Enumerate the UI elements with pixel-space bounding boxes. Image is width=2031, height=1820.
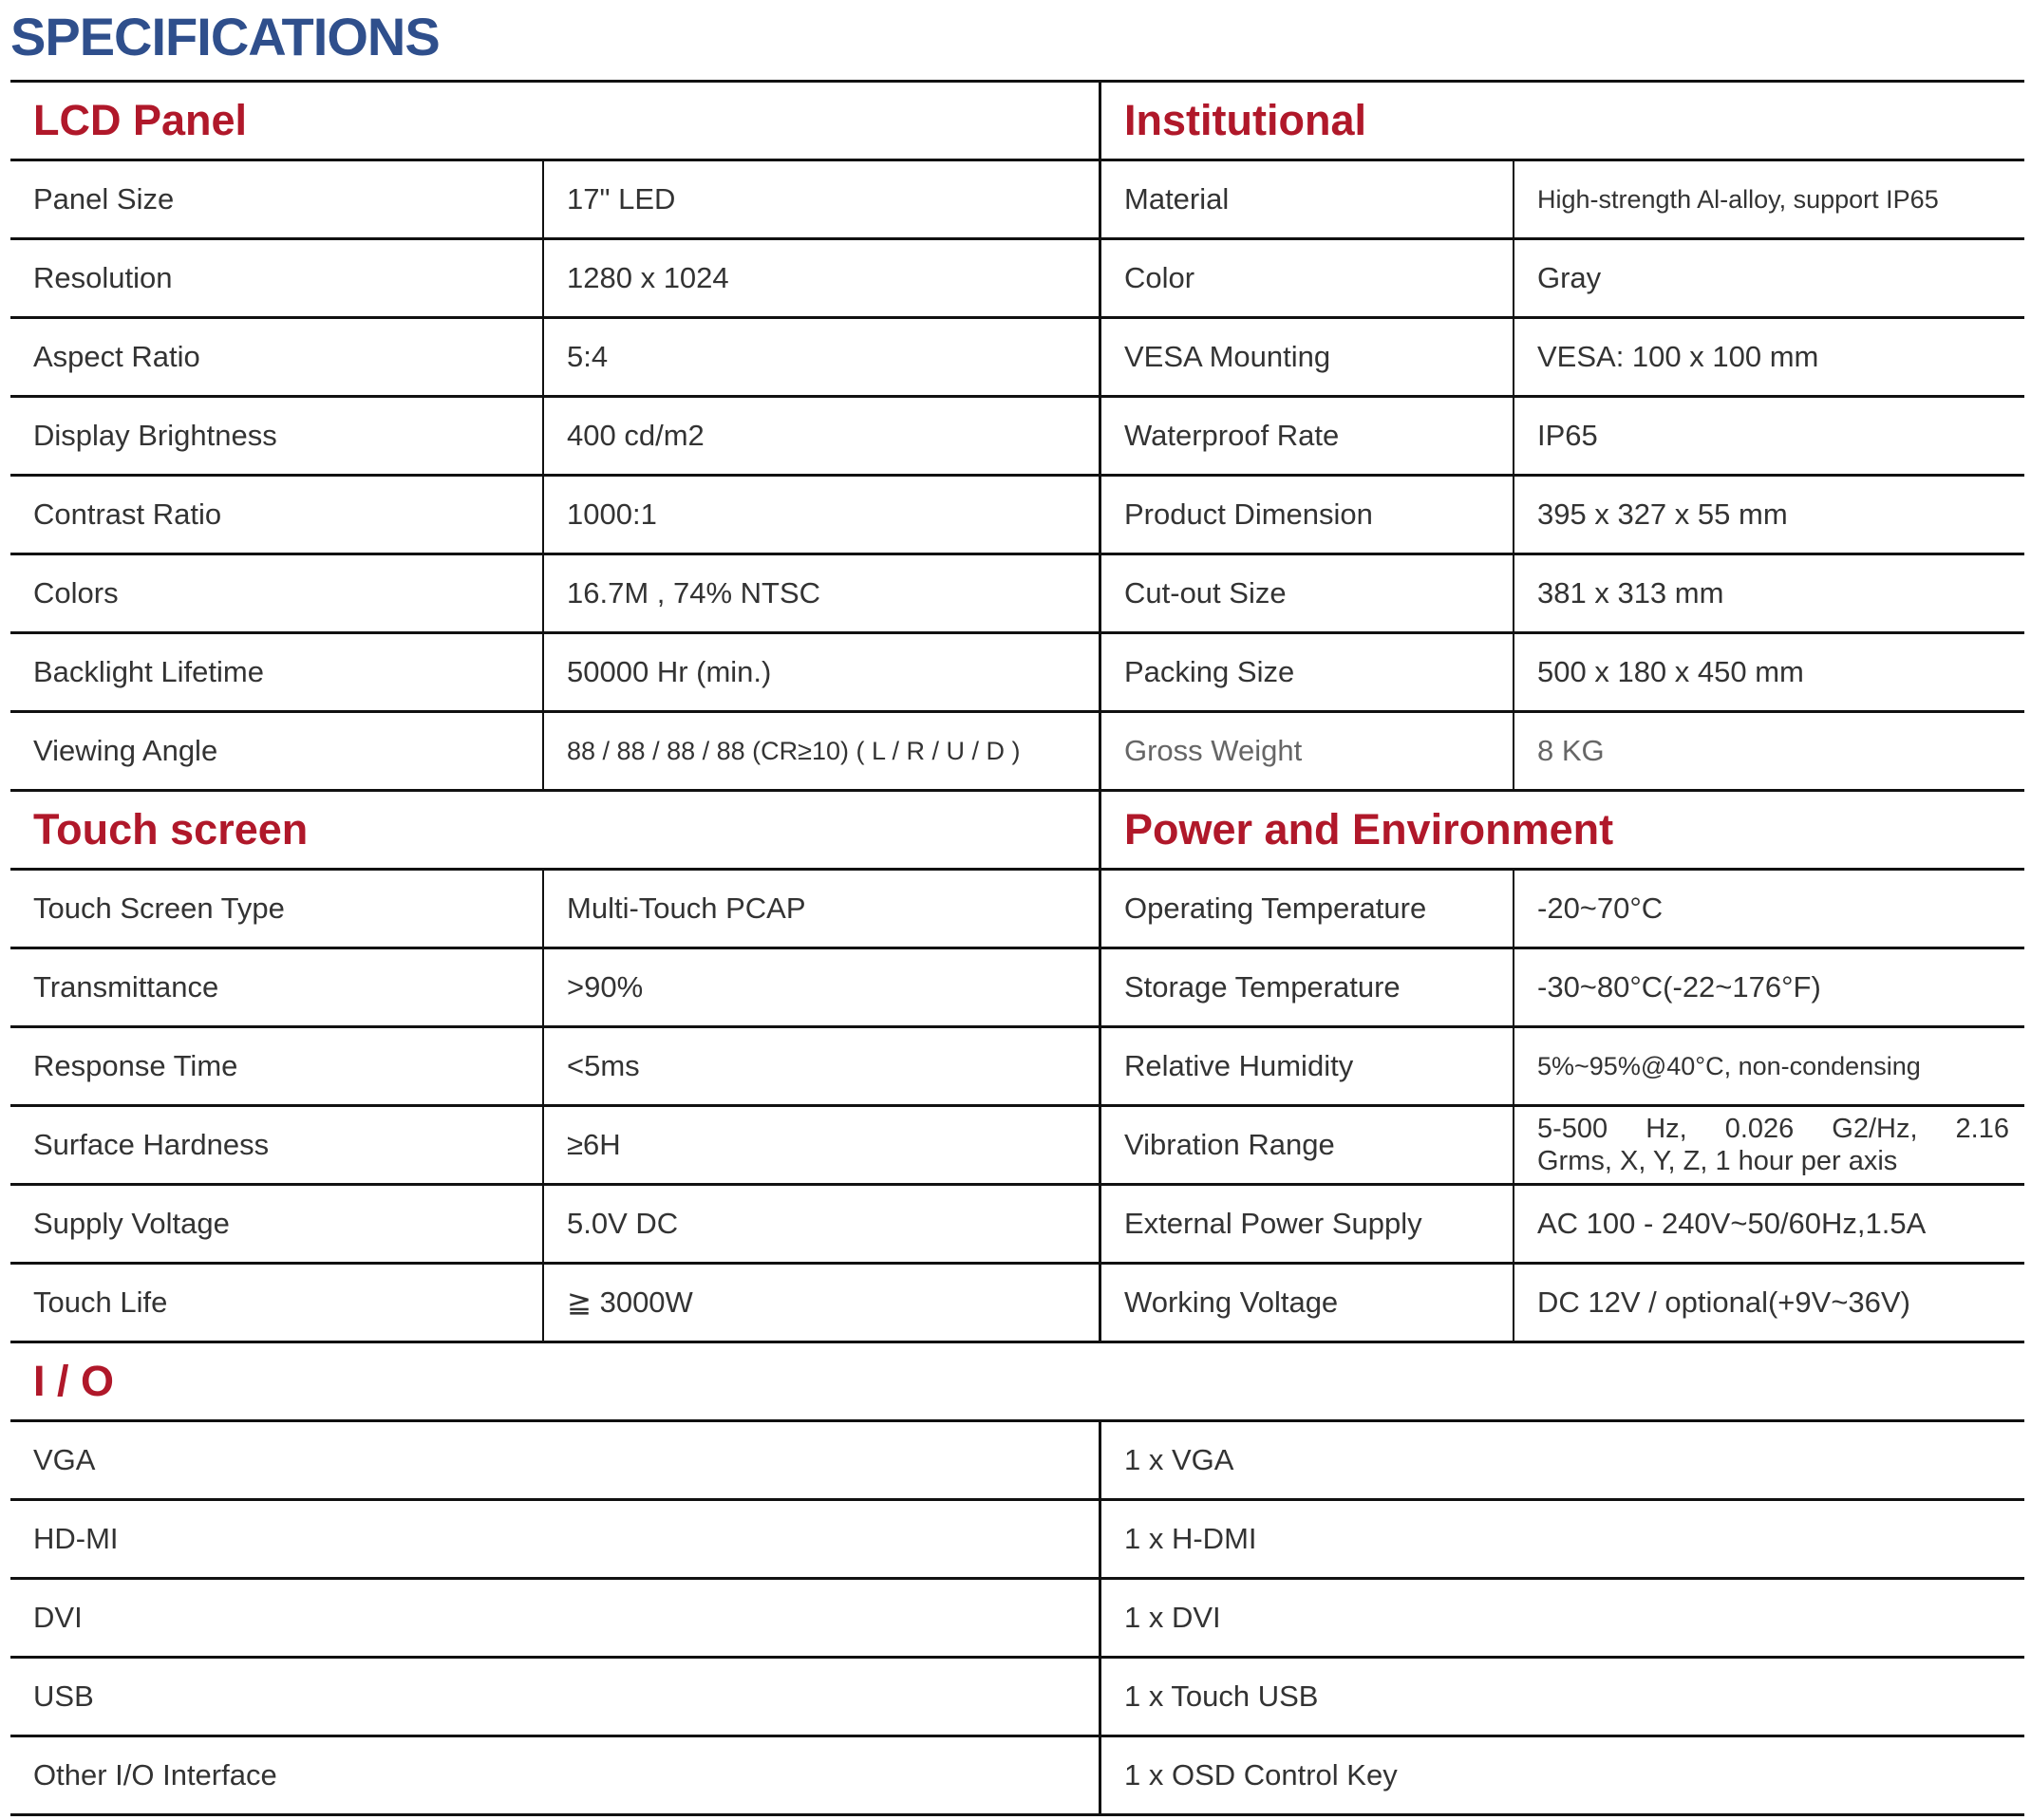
section-heading-io: I / O <box>33 1357 115 1405</box>
spec-label: Viewing Angle <box>10 713 544 789</box>
section-header-row: I / O <box>10 1343 2024 1422</box>
spec-label: External Power Supply <box>1101 1186 1514 1262</box>
spec-value: <5ms <box>544 1028 1101 1104</box>
spec-table: LCD Panel Institutional Panel Size 17" LED M… <box>10 80 2024 1816</box>
spec-label: Gross Weight <box>1101 713 1514 789</box>
table-row: Backlight Lifetime 50000 Hr (min.) Packing… <box>10 634 2024 713</box>
spec-value: ≥6H <box>544 1107 1101 1183</box>
spec-label: Supply Voltage <box>10 1186 544 1262</box>
io-port-label: USB <box>10 1659 1101 1735</box>
spec-label: Operating Temperature <box>1101 871 1514 947</box>
spec-value: 1280 x 1024 <box>544 240 1101 316</box>
spec-label: Packing Size <box>1101 634 1514 710</box>
section-header-row: LCD Panel Institutional <box>10 83 2024 161</box>
spec-value: 500 x 180 x 450 mm <box>1537 655 1804 688</box>
table-row: Colors 16.7M , 74% NTSC Cut-out Size 381 x … <box>10 555 2024 634</box>
io-port-label: DVI <box>10 1580 1101 1656</box>
spec-value-line: Grms, X, Y, Z, 1 hour per axis <box>1537 1146 1898 1176</box>
table-row: Viewing Angle 88 / 88 / 88 / 88 (CR≥10) (… <box>10 713 2024 792</box>
spec-label: Aspect Ratio <box>10 319 544 395</box>
spec-value: VESA: 100 x 100 mm <box>1537 340 1819 373</box>
io-port-label: HD-MI <box>10 1501 1101 1577</box>
spec-value: 8 KG <box>1537 734 1605 767</box>
table-row: USB 1 x Touch USB <box>10 1659 2024 1737</box>
section-heading-power: Power and Environment <box>1124 805 1614 854</box>
table-row: Touch Life ≧ 3000W Working Voltage DC 12V /… <box>10 1265 2024 1343</box>
spec-value: DC 12V / optional(+9V~36V) <box>1537 1285 1910 1319</box>
spec-label: Color <box>1101 240 1514 316</box>
io-port-label: Other I/O Interface <box>10 1737 1101 1813</box>
spec-label: Resolution <box>10 240 544 316</box>
io-port-label: VGA <box>10 1422 1101 1498</box>
spec-value: 395 x 327 x 55 mm <box>1537 497 1788 531</box>
spec-label: Contrast Ratio <box>10 477 544 553</box>
table-row: Touch Screen Type Multi-Touch PCAP Operati… <box>10 871 2024 949</box>
spec-label: Surface Hardness <box>10 1107 544 1183</box>
io-port-value: 1 x VGA <box>1124 1443 1234 1476</box>
spec-label: Panel Size <box>10 161 544 237</box>
spec-value: IP65 <box>1537 419 1598 452</box>
io-port-value: 1 x DVI <box>1124 1601 1221 1634</box>
table-row: Response Time <5ms Relative Humidity 5%~95%… <box>10 1028 2024 1107</box>
spec-value: -30~80°C(-22~176°F) <box>1537 970 1821 1004</box>
table-row: DVI 1 x DVI <box>10 1580 2024 1659</box>
spec-value: 16.7M , 74% NTSC <box>544 555 1101 631</box>
spec-label: Product Dimension <box>1101 477 1514 553</box>
page-title: SPECIFICATIONS <box>10 7 441 66</box>
spec-label: Relative Humidity <box>1101 1028 1514 1104</box>
spec-value-text: 5-500 Hz, 0.026 G2/Hz, 2.16 Grms, X, Y, Z… <box>1537 1113 2009 1177</box>
spec-value: 5%~95%@40°C, non-condensing <box>1537 1051 1921 1080</box>
spec-value: 5:4 <box>544 319 1101 395</box>
spec-label: Working Voltage <box>1101 1265 1514 1341</box>
spec-label: Material <box>1101 161 1514 237</box>
spec-value: 400 cd/m2 <box>544 398 1101 474</box>
io-port-value: 1 x Touch USB <box>1124 1679 1319 1713</box>
table-row: VGA 1 x VGA <box>10 1422 2024 1501</box>
spec-value: -20~70°C <box>1537 891 1664 925</box>
section-header-row: Touch screen Power and Environment <box>10 792 2024 871</box>
spec-value: Multi-Touch PCAP <box>544 871 1101 947</box>
table-row: Other I/O Interface 1 x OSD Control Key <box>10 1737 2024 1816</box>
spec-value: High-strength Al-alloy, support IP65 <box>1537 184 1939 214</box>
section-heading-lcd: LCD Panel <box>10 83 1101 159</box>
spec-label: Display Brightness <box>10 398 544 474</box>
spec-value: 50000 Hr (min.) <box>544 634 1101 710</box>
spec-label: Storage Temperature <box>1101 949 1514 1025</box>
spec-value: 17" LED <box>544 161 1101 237</box>
table-row: Aspect Ratio 5:4 VESA Mounting VESA: 100 x … <box>10 319 2024 398</box>
spec-value: 381 x 313 mm <box>1537 576 1724 610</box>
spec-value: 88 / 88 / 88 / 88 (CR≥10) ( L / R / U / … <box>544 713 1101 789</box>
spec-label: Backlight Lifetime <box>10 634 544 710</box>
spec-label: Touch Life <box>10 1265 544 1341</box>
table-row: Transmittance >90% Storage Temperature -30~… <box>10 949 2024 1028</box>
spec-label: Cut-out Size <box>1101 555 1514 631</box>
io-port-value: 1 x OSD Control Key <box>1124 1758 1398 1792</box>
table-row: HD-MI 1 x H-DMI <box>10 1501 2024 1580</box>
spec-label: Vibration Range <box>1101 1107 1514 1183</box>
table-row: Display Brightness 400 cd/m2 Waterproof Ra… <box>10 398 2024 477</box>
table-row: Supply Voltage 5.0V DC External Power Supp… <box>10 1186 2024 1265</box>
spec-label: Response Time <box>10 1028 544 1104</box>
section-heading-touch: Touch screen <box>10 792 1101 868</box>
spec-value: 5-500 Hz, 0.026 G2/Hz, 2.16 Grms, X, Y, Z… <box>1514 1107 2024 1183</box>
spec-label: Touch Screen Type <box>10 871 544 947</box>
spec-value: >90% <box>544 949 1101 1025</box>
table-row: Panel Size 17" LED Material High-strength A… <box>10 161 2024 240</box>
table-row: Contrast Ratio 1000:1 Product Dimension 395… <box>10 477 2024 555</box>
spec-label: VESA Mounting <box>1101 319 1514 395</box>
spec-value-line: 5-500 Hz, 0.026 G2/Hz, 2.16 <box>1537 1114 2009 1144</box>
table-row: Surface Hardness ≥6H Vibration Range 5-500 … <box>10 1107 2024 1186</box>
spec-label: Waterproof Rate <box>1101 398 1514 474</box>
spec-label: Transmittance <box>10 949 544 1025</box>
spec-value: 1000:1 <box>544 477 1101 553</box>
section-heading-institutional: Institutional <box>1124 96 1366 144</box>
spec-value: 5.0V DC <box>544 1186 1101 1262</box>
spec-label: Colors <box>10 555 544 631</box>
io-port-value: 1 x H-DMI <box>1124 1522 1257 1555</box>
spec-value: Gray <box>1537 261 1602 294</box>
spec-value: ≧ 3000W <box>544 1265 1101 1341</box>
table-row: Resolution 1280 x 1024 Color Gray <box>10 240 2024 319</box>
spec-value: AC 100 - 240V~50/60Hz,1.5A <box>1537 1207 1927 1240</box>
